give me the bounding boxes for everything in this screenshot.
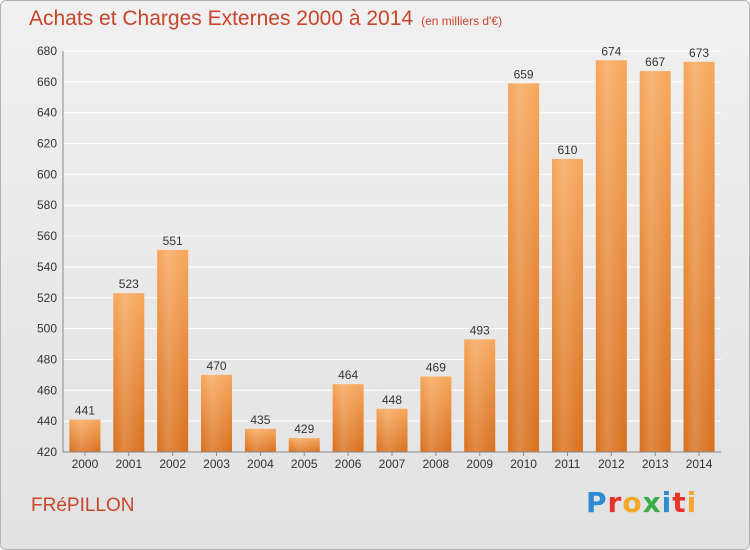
commune-name: FRéPILLON xyxy=(31,495,135,516)
bar-value-label: 469 xyxy=(426,360,446,374)
title-text: Achats et Charges Externes 2000 à 2014 xyxy=(29,7,414,30)
x-tick-label: 2004 xyxy=(247,457,274,471)
bar-shine-2006 xyxy=(332,384,364,452)
bar-shine-2012 xyxy=(595,60,627,452)
x-tick-label: 2007 xyxy=(379,457,406,471)
bar-value-label: 493 xyxy=(470,323,490,337)
bar-shine-2001 xyxy=(113,293,145,452)
bars-layer xyxy=(69,60,715,453)
logo-letter: r xyxy=(607,486,623,519)
bar-value-label: 674 xyxy=(601,44,621,58)
logo-letter: x xyxy=(642,486,662,519)
y-tick-label: 440 xyxy=(37,414,57,428)
x-tick-label: 2011 xyxy=(555,457,581,471)
bar-value-label: 429 xyxy=(294,422,314,436)
y-tick-label: 640 xyxy=(37,106,57,120)
x-tick-label: 2014 xyxy=(686,457,713,471)
x-tick-label: 2003 xyxy=(203,457,230,471)
y-tick-label: 480 xyxy=(37,352,57,366)
bar-shine-2013 xyxy=(639,71,671,453)
bar-shine-2009 xyxy=(464,339,496,452)
bar-value-label: 523 xyxy=(119,277,139,291)
x-tick-label: 2008 xyxy=(423,457,450,471)
x-tick-label: 2006 xyxy=(335,457,362,471)
y-tick-label: 620 xyxy=(37,137,57,151)
bar-shine-2003 xyxy=(201,374,233,452)
bar-shine-2005 xyxy=(288,438,320,452)
bar-value-label: 659 xyxy=(514,67,534,81)
x-tick-label: 2000 xyxy=(72,457,99,471)
bar-shine-2008 xyxy=(420,376,452,452)
proxiti-logo[interactable]: Proxiti xyxy=(586,486,697,519)
logo-letter: t xyxy=(672,486,687,519)
y-tick-label: 580 xyxy=(37,198,57,212)
bar-value-label: 464 xyxy=(338,368,358,382)
x-tick-label: 2013 xyxy=(642,457,669,471)
bar-value-label: 448 xyxy=(382,393,402,407)
x-tick-label: 2005 xyxy=(291,457,318,471)
x-tick-label: 2009 xyxy=(466,457,493,471)
bar-value-label: 667 xyxy=(645,55,665,69)
title-unit: (en milliers d'€) xyxy=(421,14,503,28)
y-tick-label: 540 xyxy=(37,260,57,274)
x-tick-label: 2010 xyxy=(510,457,537,471)
bar-shine-2010 xyxy=(508,83,540,452)
bar-value-label: 435 xyxy=(250,413,270,427)
bar-value-label: 610 xyxy=(557,143,577,157)
y-tick-label: 420 xyxy=(37,445,57,459)
x-tick-label: 2001 xyxy=(115,457,142,471)
bar-value-label: 673 xyxy=(689,46,709,60)
y-tick-label: 680 xyxy=(37,44,57,58)
axis-layer: 420 440 460 480 500 520 540 560 580 600 620 640 660 6… xyxy=(37,44,721,471)
y-tick-label: 600 xyxy=(37,167,57,181)
logo-letter: P xyxy=(586,486,608,519)
bar-shine-2002 xyxy=(157,249,189,452)
bar-shine-2004 xyxy=(244,428,276,452)
bar-shine-2014 xyxy=(683,61,715,453)
bar-shine-2011 xyxy=(551,158,583,452)
labels-layer: 441 523 551 470 435 429 464 448 469 493 659 610 674 6… xyxy=(75,44,709,436)
chart-title: Achats et Charges Externes 2000 à 2014 (e… xyxy=(29,7,502,31)
bar-shine-2007 xyxy=(376,408,408,452)
bar-shine-2000 xyxy=(69,419,101,452)
y-tick-label: 500 xyxy=(37,322,57,336)
bar-value-label: 441 xyxy=(75,404,95,418)
x-tick-label: 2012 xyxy=(598,457,625,471)
y-tick-label: 520 xyxy=(37,291,57,305)
bar-value-label: 551 xyxy=(163,234,183,248)
logo-letter: i xyxy=(661,486,673,519)
y-tick-label: 460 xyxy=(37,383,57,397)
y-tick-label: 560 xyxy=(37,229,57,243)
logo-letter: i xyxy=(686,486,698,519)
bar-value-label: 470 xyxy=(207,359,227,373)
logo-letter: o xyxy=(622,486,643,519)
y-tick-label: 660 xyxy=(37,75,57,89)
x-tick-label: 2002 xyxy=(159,457,186,471)
